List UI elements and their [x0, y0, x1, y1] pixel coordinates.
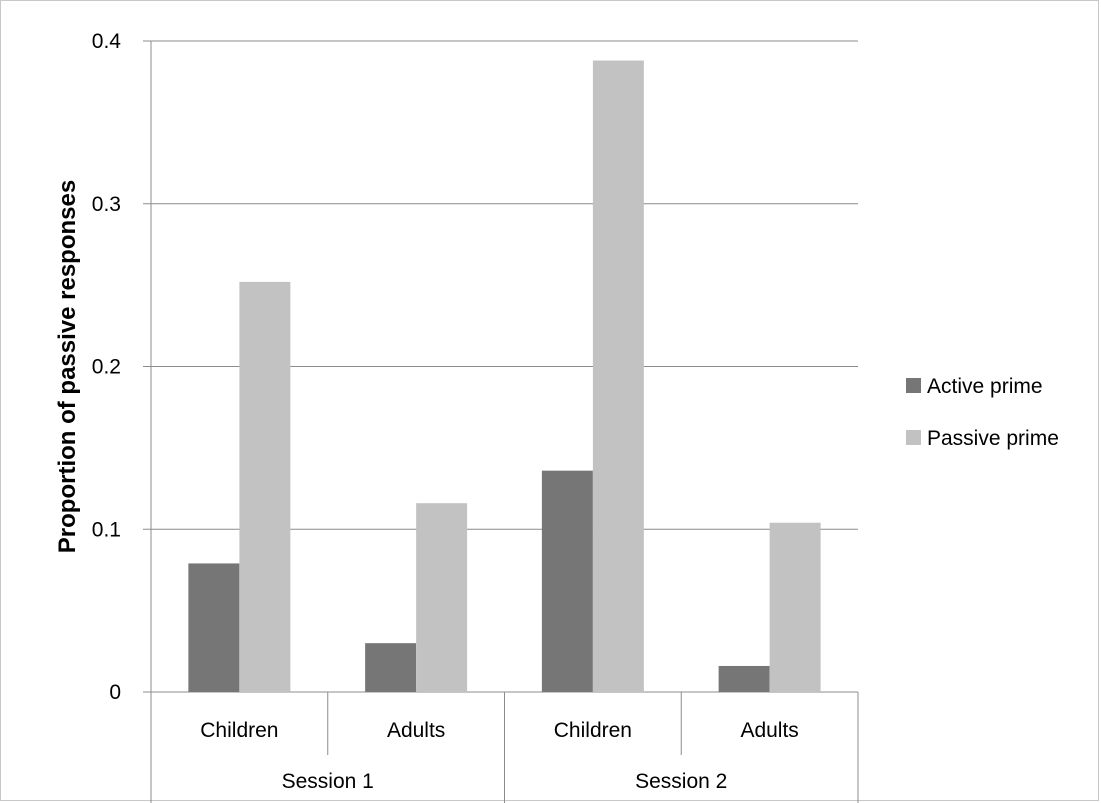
bar-passive-prime — [239, 281, 291, 692]
x-category-label: Children — [200, 719, 278, 742]
legend-label: Passive prime — [927, 427, 1059, 450]
y-tick-label: 0 — [109, 681, 121, 704]
legend-swatch — [906, 378, 921, 393]
legend-label: Active prime — [927, 375, 1043, 398]
y-tick-label: 0.4 — [92, 30, 122, 53]
bar-passive-prime — [592, 60, 644, 692]
y-tick-label: 0.3 — [92, 193, 121, 216]
x-group-label: Session 2 — [635, 770, 727, 793]
y-tick-label: 0.2 — [92, 356, 121, 379]
x-category-label: Adults — [387, 719, 445, 742]
y-tick-label: 0.1 — [92, 518, 121, 541]
legend-swatch — [906, 430, 921, 445]
bar-active-prime — [188, 563, 240, 692]
bar-passive-prime — [769, 522, 821, 692]
x-category-label: Adults — [740, 719, 798, 742]
bar-active-prime — [365, 643, 417, 692]
bar-passive-prime — [416, 503, 468, 692]
x-category-label: Children — [554, 719, 632, 742]
bar-active-prime — [718, 665, 770, 692]
bar-active-prime — [541, 470, 593, 692]
y-axis-title: Proportion of passive responses — [54, 180, 81, 553]
x-group-label: Session 1 — [282, 770, 374, 793]
